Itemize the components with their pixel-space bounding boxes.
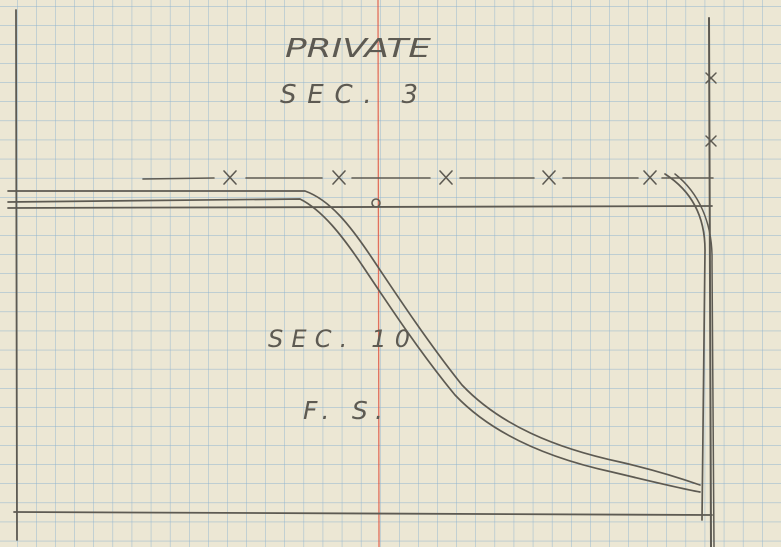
fence-x-mark: [332, 170, 346, 185]
road-line-upper: [7, 190, 701, 486]
fence-x-mark-vertical: [705, 135, 717, 147]
fence-x-mark: [542, 170, 556, 185]
label-ownership: PRIVATE: [285, 34, 432, 64]
section-line-bottom: [13, 511, 713, 516]
left-section-line: [15, 9, 18, 541]
fence-x-mark-vertical: [705, 72, 717, 84]
red-margin-line: [377, 0, 380, 547]
label-bottom-section: SEC. 10: [268, 325, 410, 353]
section-corner-marker: [371, 198, 381, 208]
fence-x-mark: [643, 170, 657, 185]
fence-line: [142, 177, 714, 180]
road-line-lower: [7, 198, 701, 493]
road-right-branch: [664, 173, 706, 521]
right-section-line: [708, 17, 712, 547]
section-line-top: [7, 205, 713, 209]
road-right-branch-outer: [674, 173, 715, 547]
fence-x-mark: [223, 170, 237, 185]
fence-x-mark: [439, 170, 453, 185]
